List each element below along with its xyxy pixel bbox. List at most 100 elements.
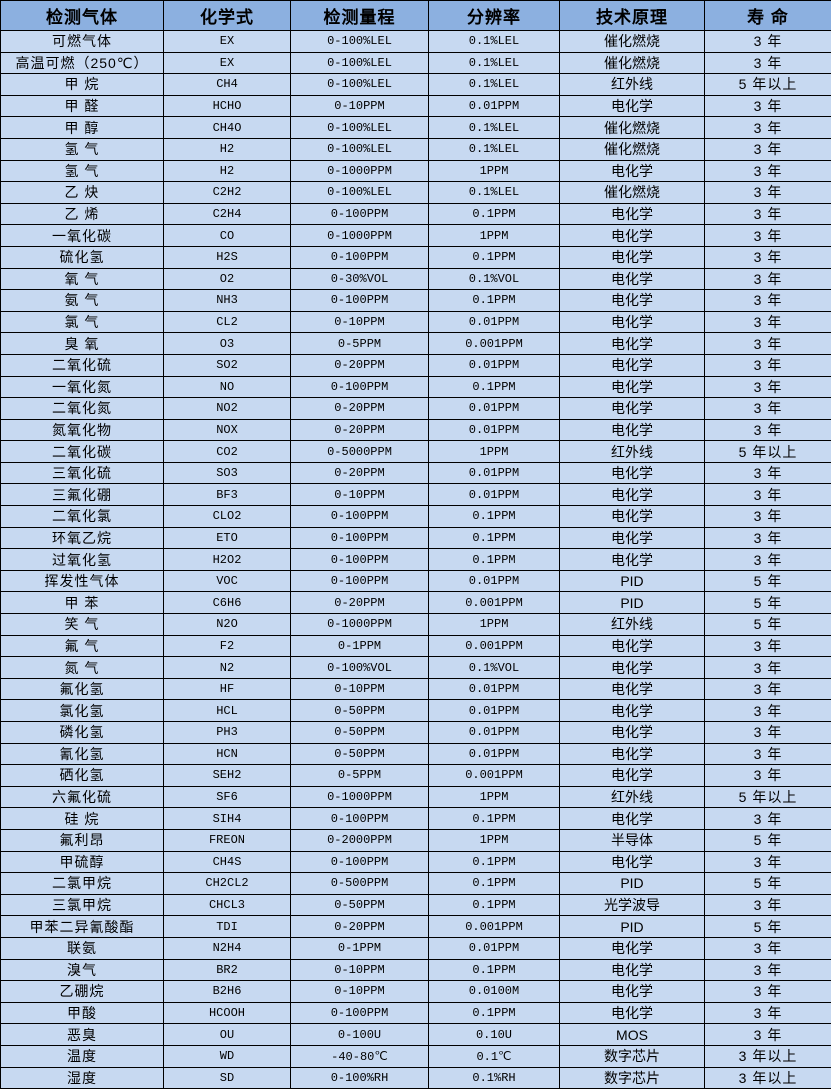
cell-lifespan: 3 年	[705, 398, 831, 420]
cell-formula: SF6	[164, 786, 291, 808]
cell-resolution: 0.1%LEL	[429, 52, 560, 74]
cell-lifespan: 3 年	[705, 635, 831, 657]
cell-formula: O2	[164, 268, 291, 290]
cell-range: 0-100PPM	[291, 506, 429, 528]
cell-range: 0-1000PPM	[291, 160, 429, 182]
cell-range: 0-20PPM	[291, 398, 429, 420]
cell-formula: C6H6	[164, 592, 291, 614]
cell-technology: PID	[560, 916, 705, 938]
cell-resolution: 0.01PPM	[429, 678, 560, 700]
cell-lifespan: 5 年	[705, 916, 831, 938]
cell-range: 0-100PPM	[291, 570, 429, 592]
cell-range: 0-5PPM	[291, 765, 429, 787]
cell-resolution: 0.1PPM	[429, 873, 560, 895]
cell-resolution: 1PPM	[429, 829, 560, 851]
cell-range: -40-80℃	[291, 1045, 429, 1067]
cell-gas-name: 三氟化硼	[1, 484, 164, 506]
cell-technology: 电化学	[560, 506, 705, 528]
cell-range: 0-100%LEL	[291, 138, 429, 160]
cell-formula: HCL	[164, 700, 291, 722]
cell-lifespan: 3 年	[705, 31, 831, 53]
cell-range: 0-100%LEL	[291, 74, 429, 96]
cell-gas-name: 氯化氢	[1, 700, 164, 722]
cell-technology: 光学波导	[560, 894, 705, 916]
cell-range: 0-30%VOL	[291, 268, 429, 290]
cell-formula: CO2	[164, 441, 291, 463]
cell-formula: EX	[164, 52, 291, 74]
cell-lifespan: 3 年	[705, 743, 831, 765]
cell-formula: N2H4	[164, 937, 291, 959]
column-header-range: 检测量程	[291, 1, 429, 31]
cell-technology: 电化学	[560, 678, 705, 700]
cell-formula: PH3	[164, 722, 291, 744]
cell-gas-name: 乙硼烷	[1, 981, 164, 1003]
cell-gas-name: 二氧化硫	[1, 354, 164, 376]
cell-resolution: 0.1%LEL	[429, 74, 560, 96]
cell-gas-name: 甲硫醇	[1, 851, 164, 873]
cell-gas-name: 乙 烯	[1, 203, 164, 225]
cell-resolution: 0.1%VOL	[429, 268, 560, 290]
table-header: 检测气体 化学式 检测量程 分辨率 技术原理 寿 命	[1, 1, 831, 31]
cell-range: 0-100PPM	[291, 527, 429, 549]
cell-gas-name: 甲 苯	[1, 592, 164, 614]
cell-gas-name: 磷化氢	[1, 722, 164, 744]
cell-formula: NOX	[164, 419, 291, 441]
cell-resolution: 0.01PPM	[429, 398, 560, 420]
cell-gas-name: 氟化氢	[1, 678, 164, 700]
cell-lifespan: 5 年以上	[705, 74, 831, 96]
cell-resolution: 1PPM	[429, 160, 560, 182]
column-header-gas-name: 检测气体	[1, 1, 164, 31]
cell-formula: C2H2	[164, 182, 291, 204]
cell-resolution: 0.01PPM	[429, 462, 560, 484]
cell-range: 0-20PPM	[291, 354, 429, 376]
cell-formula: WD	[164, 1045, 291, 1067]
cell-resolution: 0.01PPM	[429, 743, 560, 765]
cell-lifespan: 3 年	[705, 937, 831, 959]
cell-lifespan: 3 年	[705, 354, 831, 376]
cell-range: 0-100%RH	[291, 1067, 429, 1089]
cell-gas-name: 二氧化碳	[1, 441, 164, 463]
cell-formula: O3	[164, 333, 291, 355]
cell-gas-name: 甲 烷	[1, 74, 164, 96]
cell-formula: H2S	[164, 246, 291, 268]
cell-resolution: 0.10U	[429, 1024, 560, 1046]
cell-lifespan: 3 年	[705, 160, 831, 182]
cell-technology: PID	[560, 592, 705, 614]
cell-resolution: 0.01PPM	[429, 354, 560, 376]
cell-formula: SO2	[164, 354, 291, 376]
cell-gas-name: 二氧化氮	[1, 398, 164, 420]
cell-technology: 电化学	[560, 462, 705, 484]
cell-resolution: 1PPM	[429, 225, 560, 247]
cell-lifespan: 3 年	[705, 527, 831, 549]
cell-gas-name: 臭 氧	[1, 333, 164, 355]
cell-gas-name: 氮氧化物	[1, 419, 164, 441]
cell-range: 0-100%LEL	[291, 117, 429, 139]
cell-range: 0-100PPM	[291, 808, 429, 830]
cell-formula: BR2	[164, 959, 291, 981]
cell-lifespan: 3 年	[705, 290, 831, 312]
cell-range: 0-100U	[291, 1024, 429, 1046]
cell-range: 0-10PPM	[291, 95, 429, 117]
cell-technology: 电化学	[560, 376, 705, 398]
cell-technology: 电化学	[560, 700, 705, 722]
cell-range: 0-100%LEL	[291, 31, 429, 53]
cell-formula: SIH4	[164, 808, 291, 830]
cell-technology: 半导体	[560, 829, 705, 851]
cell-formula: H2O2	[164, 549, 291, 571]
cell-formula: HCOOH	[164, 1002, 291, 1024]
cell-lifespan: 3 年	[705, 549, 831, 571]
cell-technology: 红外线	[560, 74, 705, 96]
cell-gas-name: 二氯甲烷	[1, 873, 164, 895]
cell-formula: TDI	[164, 916, 291, 938]
cell-lifespan: 3 年	[705, 419, 831, 441]
cell-lifespan: 3 年	[705, 225, 831, 247]
cell-lifespan: 3 年	[705, 657, 831, 679]
cell-lifespan: 5 年以上	[705, 441, 831, 463]
column-header-formula: 化学式	[164, 1, 291, 31]
